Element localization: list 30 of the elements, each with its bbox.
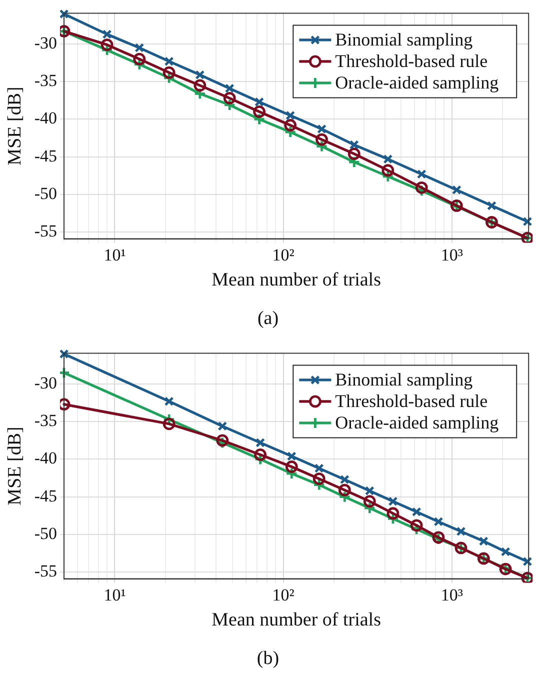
y-tick-label: -55 [34,562,57,580]
legend-label: Binomial sampling [335,30,473,50]
legend-label: Threshold-based rule [335,51,488,72]
y-tick-label: -35 [34,71,57,90]
y-tick-label: -35 [34,411,57,430]
y-tick-label: -45 [34,146,57,166]
x-tick-label: 10² [272,585,294,604]
legend-label: Binomial sampling [335,370,473,390]
y-tick-label: -50 [34,524,57,543]
y-tick-label: -55 [34,222,57,240]
x-tick-label: 10¹ [104,585,126,604]
y-tick-label: -50 [34,184,57,203]
y-tick-label: -40 [34,448,57,468]
y-tick-label: -30 [34,34,57,52]
legend-label: Threshold-based rule [335,391,488,412]
y-tick-label: -40 [34,108,57,128]
x-axis-title: Mean number of trials [212,610,381,631]
legend-label: Oracle-aided sampling [335,72,499,93]
y-tick-label: -45 [34,486,57,506]
x-tick-label: 10³ [440,245,463,264]
x-axis-title: Mean number of trials [212,270,381,291]
text: (b) [256,648,280,670]
text: (a) [256,308,280,330]
y-axis-title: MSE [dB] [4,426,26,506]
x-tick-label: 10² [272,245,294,264]
x-tick-label: 10³ [440,585,463,604]
y-axis-title: MSE [dB] [4,86,26,166]
x-tick-label: 10¹ [104,245,126,264]
y-tick-label: -30 [34,374,57,392]
legend-label: Oracle-aided sampling [335,412,499,433]
